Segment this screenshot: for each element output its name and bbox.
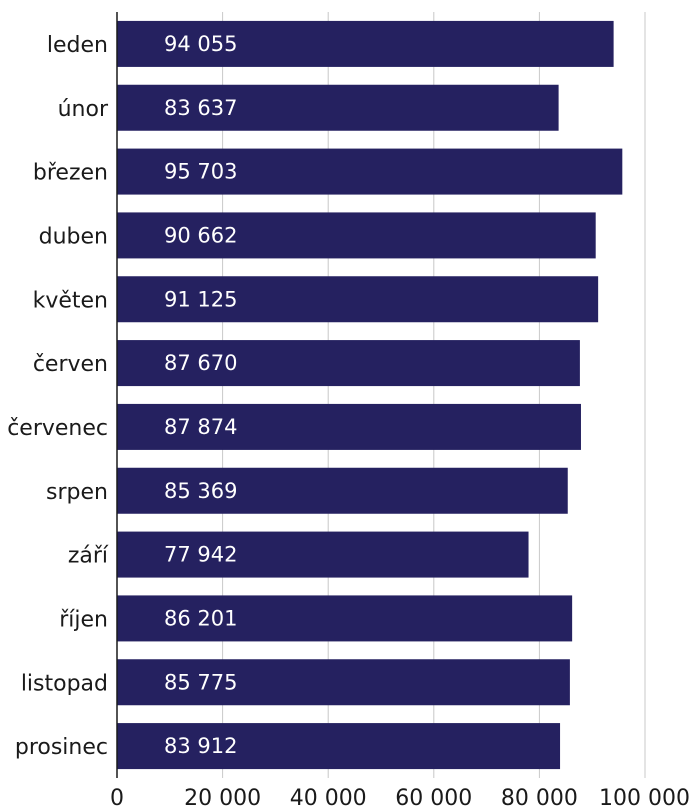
- data-label: 95 703: [164, 160, 237, 184]
- category-label: červenec: [7, 416, 108, 441]
- category-label: listopad: [21, 671, 108, 696]
- category-label: leden: [47, 33, 108, 58]
- data-label: 87 874: [164, 415, 237, 439]
- data-label: 86 201: [164, 606, 237, 630]
- x-tick-label: 100 000: [599, 786, 690, 808]
- x-tick-label: 60 000: [395, 786, 472, 808]
- x-tick-label: 40 000: [290, 786, 367, 808]
- bar: [117, 212, 596, 259]
- bar: [117, 595, 573, 642]
- category-label: březen: [33, 161, 108, 186]
- bar: [117, 467, 568, 514]
- category-label: říjen: [59, 607, 108, 632]
- category-label: září: [68, 544, 109, 569]
- bar: [117, 276, 599, 323]
- bar: [117, 659, 570, 706]
- category-label: duben: [39, 224, 108, 249]
- category-label: květen: [33, 288, 108, 313]
- gridlines: [222, 12, 646, 778]
- data-label: 87 670: [164, 351, 237, 375]
- data-label: 85 369: [164, 479, 237, 503]
- x-tick-label: 20 000: [184, 786, 261, 808]
- data-label: 90 662: [164, 223, 237, 247]
- bar: [117, 340, 580, 387]
- bar: [117, 723, 561, 770]
- category-label: únor: [58, 97, 109, 122]
- data-label: 83 912: [164, 734, 237, 758]
- bar: [117, 403, 581, 450]
- data-label: 85 775: [164, 670, 237, 694]
- data-label: 77 942: [164, 543, 237, 567]
- category-label: prosinec: [15, 735, 108, 760]
- data-label: 94 055: [164, 32, 237, 56]
- category-label: červen: [33, 352, 108, 377]
- bar: [117, 84, 559, 131]
- category-label: srpen: [46, 480, 108, 505]
- data-label: 83 637: [164, 96, 237, 120]
- bar: [117, 531, 529, 578]
- x-axis-ticks: 0 20 000 40 000 60 000 80 000 100 000: [110, 786, 690, 808]
- category-labels: leden únor březen duben květen červen červenec…: [7, 33, 109, 760]
- data-label: 91 125: [164, 287, 237, 311]
- x-tick-label: 0: [110, 786, 124, 808]
- bar: [117, 20, 614, 67]
- bars: 94 055 83 637 95 703 90 662 91 125 87 670 87 8…: [117, 20, 623, 770]
- bar: [117, 148, 623, 195]
- x-tick-label: 80 000: [501, 786, 578, 808]
